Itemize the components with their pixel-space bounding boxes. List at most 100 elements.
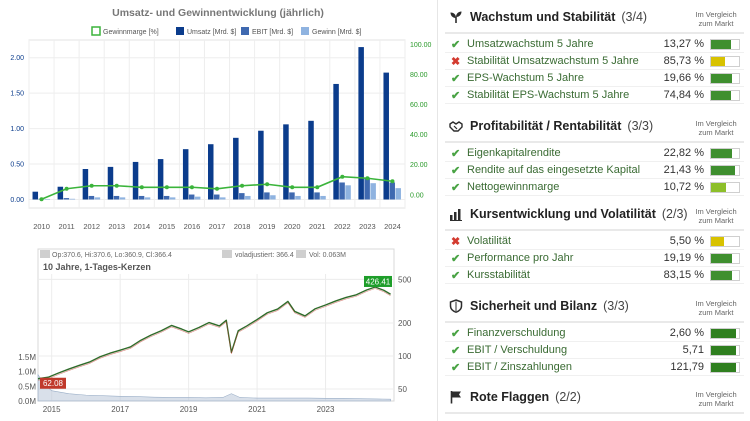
metric-row[interactable]: ✔ Umsatzwachstum 5 Jahre 13,27 % (439, 36, 750, 53)
metric-label[interactable]: EPS-Wachstum 5 Jahre (467, 72, 584, 84)
metric-row[interactable]: ✖ Volatilität 5,50 % (439, 233, 750, 250)
y-right-tick-label: 40.00 (410, 132, 428, 139)
metric-row[interactable]: ✔ EBIT / Zinszahlungen 121,79 (439, 359, 750, 376)
legend-swatch (241, 27, 249, 35)
adjusted-readout: voladjustiert: 366.4 (235, 252, 294, 259)
metric-row[interactable]: ✔ Performance pro Jahr 19,19 % (439, 250, 750, 267)
metric-value: 19,19 % (663, 252, 704, 264)
metric-label[interactable]: Nettogewinnmarge (467, 181, 560, 193)
revenue-profit-chart: Umsatz- und Gewinnentwicklung (jährlich)… (10, 7, 432, 231)
ohlc-swatch (40, 250, 50, 258)
metric-label[interactable]: Volatilität (467, 235, 512, 247)
metric-label[interactable]: Umsatzwachstum 5 Jahre (467, 38, 594, 50)
legend-label: Gewinnmarge [%] (103, 29, 159, 36)
flag-icon (449, 390, 463, 404)
market-comparison-meter (710, 362, 740, 373)
metric-row[interactable]: ✔ Rendite auf das eingesetzte Kapital 21,4… (439, 162, 750, 179)
metric-label[interactable]: EBIT / Verschuldung (467, 344, 568, 356)
volume-readout: Vol: 0.063M (309, 252, 346, 259)
metric-label[interactable]: Performance pro Jahr (467, 252, 574, 264)
x-tick-label: 2020 (284, 222, 301, 231)
metric-value: 21,43 % (663, 164, 704, 176)
metric-label[interactable]: EBIT / Zinszahlungen (467, 361, 572, 373)
section-header[interactable]: Kursentwicklung und Volatilität (2/3) Im V… (439, 203, 750, 227)
metric-row[interactable]: ✔ Stabilität EPS-Wachstum 5 Jahre 74,84 % (439, 87, 750, 104)
section-sprout: Wachstum und Stabilität (3/4) Im Vergleich… (439, 0, 750, 104)
y-left-tick-label: 2.00 (10, 55, 24, 62)
x-tick-label: 2013 (108, 222, 125, 231)
bar-gewinn (320, 195, 326, 200)
y-right-tick-label: 80.00 (410, 72, 428, 79)
metric-row[interactable]: ✔ EPS-Wachstum 5 Jahre 19,66 % (439, 70, 750, 87)
volume-tick-label: 0.0M (18, 397, 36, 406)
metric-label[interactable]: Kursstabilität (467, 269, 530, 281)
section-divider (445, 412, 744, 414)
x-tick-label: 2017 (111, 405, 129, 414)
market-comparison-meter (710, 148, 740, 159)
section-header[interactable]: Wachstum und Stabilität (3/4) Im Vergleich… (439, 6, 750, 30)
metric-row[interactable]: ✔ Finanzverschuldung 2,60 % (439, 325, 750, 342)
x-tick-label: 2022 (334, 222, 351, 231)
bar-umsatz (383, 72, 389, 200)
bar-umsatz (107, 166, 114, 200)
bar-ebit (264, 192, 270, 200)
market-comparison-meter (710, 345, 740, 356)
check-icon: ✔ (451, 362, 461, 374)
shield-icon (449, 299, 463, 313)
check-icon: ✔ (451, 253, 461, 265)
section-title: Wachstum und Stabilität (3/4) (470, 10, 648, 24)
section-title: Rote Flaggen (2/2) (470, 390, 581, 404)
market-comparison-meter (710, 236, 740, 247)
metric-row[interactable]: ✔ Eigenkapitalrendite 22,82 % (439, 145, 750, 162)
bar-gewinn (245, 195, 251, 200)
y-right-tick-label: 100.00 (410, 42, 432, 49)
metric-row[interactable]: ✔ Kursstabilität 83,15 % (439, 267, 750, 284)
scorecard-panel: Wachstum und Stabilität (3/4) Im Vergleich… (439, 0, 750, 421)
x-tick-label: 2015 (159, 222, 176, 231)
metric-value: 85,73 % (663, 55, 704, 67)
metric-label[interactable]: Rendite auf das eingesetzte Kapital (467, 164, 641, 176)
section-header[interactable]: Sicherheit und Bilanz (3/3) Im Vergleich z… (439, 295, 750, 319)
x-tick-label: 2018 (234, 222, 251, 231)
metric-label[interactable]: Eigenkapitalrendite (467, 147, 561, 159)
market-comparison-meter (710, 270, 740, 281)
bar-ebit (138, 195, 145, 200)
bar-ebit (314, 192, 320, 200)
bar-umsatz (308, 120, 314, 200)
y-left-tick-label: 1.50 (10, 91, 24, 98)
metric-label[interactable]: Stabilität EPS-Wachstum 5 Jahre (467, 89, 630, 101)
section-shield: Sicherheit und Bilanz (3/3) Im Vergleich z… (439, 289, 750, 376)
section-title: Kursentwicklung und Volatilität (2/3) (470, 207, 688, 221)
bar-gewinn (395, 188, 401, 200)
market-comparison-meter (710, 73, 740, 84)
compare-note: Im Vergleich zum Markt (695, 10, 737, 28)
volume-area (37, 373, 391, 402)
section-header[interactable]: Rote Flaggen (2/2) Im Vergleich zum Markt (439, 386, 750, 410)
bar-umsatz (208, 144, 214, 200)
section-title: Profitabilität / Rentabilität (3/3) (470, 119, 654, 133)
market-comparison-meter (710, 39, 740, 50)
margin-point (89, 183, 94, 188)
metric-row[interactable]: ✔ Nettogewinnmarge 10,72 % (439, 179, 750, 196)
section-divider (445, 141, 744, 143)
section-title: Sicherheit und Bilanz (3/3) (470, 299, 629, 313)
x-tick-label: 2019 (259, 222, 276, 231)
margin-point (189, 185, 194, 190)
y-right-tick-label: 0.00 (410, 192, 424, 199)
margin-point (114, 183, 119, 188)
section-header[interactable]: Profitabilität / Rentabilität (3/3) Im Ver… (439, 115, 750, 139)
compare-note: Im Vergleich zum Markt (695, 207, 737, 225)
metric-row[interactable]: ✔ EBIT / Verschuldung 5,71 (439, 342, 750, 359)
check-icon: ✔ (451, 165, 461, 177)
metric-row[interactable]: ✖ Stabilität Umsatzwachstum 5 Jahre 85,73 … (439, 53, 750, 70)
y-left-tick-label: 0.50 (10, 162, 24, 169)
margin-point (139, 185, 144, 190)
y-left-tick-label: 1.00 (10, 126, 24, 133)
metric-label[interactable]: Stabilität Umsatzwachstum 5 Jahre (467, 55, 639, 67)
cross-icon: ✖ (451, 56, 461, 68)
metric-label[interactable]: Finanzverschuldung (467, 327, 566, 339)
metric-value: 5,50 % (669, 235, 704, 247)
margin-point (340, 174, 345, 179)
bar-ebit (163, 195, 170, 200)
x-tick-label: 2015 (43, 405, 61, 414)
